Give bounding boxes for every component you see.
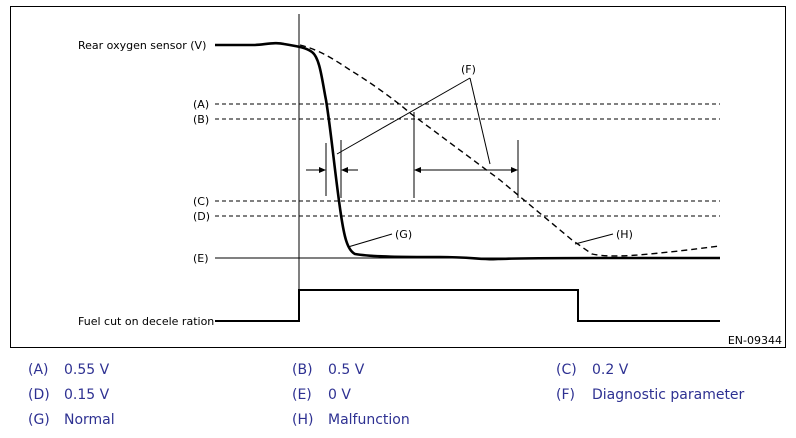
legend-code: (G) <box>28 412 50 428</box>
legend-text: 0.5 V <box>328 362 365 378</box>
legend-item-d: (D) 0.15 V <box>28 387 109 403</box>
callout-f-leader-normal <box>336 77 471 155</box>
legend-item-h: (H) Malfunction <box>292 412 410 428</box>
callout-f-label: (F) <box>461 63 476 76</box>
figure-id: EN-09344 <box>728 334 782 347</box>
callout-g-label: (G) <box>395 228 412 241</box>
normal-curve <box>215 41 720 261</box>
malfunction-curve <box>299 44 721 257</box>
legend-code: (E) <box>292 387 312 403</box>
normal-interval-arrowhead-left <box>319 167 326 173</box>
legend-code: (F) <box>556 387 575 403</box>
legend-text: Malfunction <box>328 412 410 428</box>
legend-code: (C) <box>556 362 577 378</box>
legend-item-e: (E) 0 V <box>292 387 351 403</box>
normal-interval-arrowhead-right <box>341 167 348 173</box>
level-label-b: (B) <box>193 113 209 126</box>
legend-item-f: (F) Diagnostic parameter <box>556 387 744 403</box>
malfunction-interval-arrowhead-left <box>414 167 421 173</box>
callout-h-leader <box>574 233 614 245</box>
level-label-e: (E) <box>193 252 209 265</box>
fuel-cut-label: Fuel cut on decele ration <box>78 315 214 328</box>
level-label-c: (C) <box>193 195 209 208</box>
legend-text: Diagnostic parameter <box>592 387 745 403</box>
oxygen-sensor-diagram: Rear oxygen sensor (V) Fuel cut on decel… <box>10 6 786 348</box>
legend-item-g: (G) Normal <box>28 412 115 428</box>
legend-code: (H) <box>292 412 314 428</box>
legend-text: 0 V <box>328 387 351 403</box>
callout-g-leader <box>347 233 393 248</box>
callout-f-leader-malfunction <box>469 77 491 165</box>
fuel-cut-signal <box>215 289 720 322</box>
y-axis-label: Rear oxygen sensor (V) <box>78 39 206 52</box>
diagram-frame <box>10 6 786 348</box>
legend-text: Normal <box>64 412 115 428</box>
callout-h-label: (H) <box>616 228 633 241</box>
legend-code: (A) <box>28 362 49 378</box>
legend-item-c: (C) 0.2 V <box>556 362 628 378</box>
legend-text: 0.2 V <box>592 362 629 378</box>
legend-item-a: (A) 0.55 V <box>28 362 109 378</box>
level-label-a: (A) <box>193 98 209 111</box>
legend-text: 0.15 V <box>64 387 110 403</box>
legend-code: (B) <box>292 362 313 378</box>
malfunction-interval-arrowhead-right <box>511 167 518 173</box>
level-label-d: (D) <box>193 210 210 223</box>
legend-code: (D) <box>28 387 50 403</box>
legend-text: 0.55 V <box>64 362 110 378</box>
legend: (A) 0.55 V (B) 0.5 V (C) 0.2 V (D) 0.15 V (E… <box>0 360 796 438</box>
legend-item-b: (B) 0.5 V <box>292 362 364 378</box>
